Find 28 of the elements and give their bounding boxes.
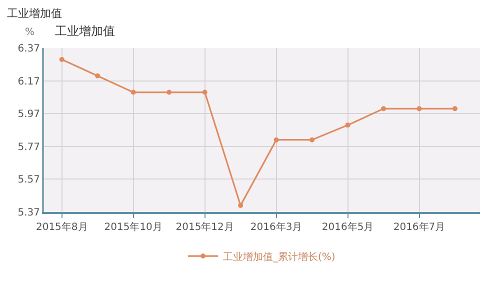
y-tick-label: 5.57 — [18, 174, 40, 186]
y-tick-label: 6.37 — [18, 44, 40, 54]
point — [95, 73, 100, 78]
point — [345, 122, 350, 128]
x-tick-label: 2015年12月 — [176, 221, 234, 233]
y-tick-label: 5.97 — [18, 109, 40, 120]
chart-title: 工业增加值 — [7, 7, 62, 20]
point — [130, 90, 136, 95]
y-tick-label: 5.77 — [18, 142, 40, 153]
point — [310, 137, 315, 142]
y-tick-label: 6.17 — [18, 76, 40, 88]
point — [202, 90, 208, 95]
point — [166, 90, 172, 95]
point — [381, 106, 386, 112]
point — [274, 137, 279, 142]
y-tick-label: 5.37 — [18, 208, 40, 218]
point — [416, 106, 422, 112]
point — [238, 202, 244, 208]
x-tick-label: 2016年3月 — [250, 221, 302, 233]
x-tick-label: 2016年7月 — [393, 221, 446, 233]
point — [59, 56, 64, 62]
legend-label: 工业增加值_累计增长(%) — [223, 250, 336, 263]
x-tick-label: 2016年5月 — [322, 221, 374, 233]
x-tick-label: 2015年8月 — [36, 221, 88, 233]
y-axis-title: % — [25, 27, 35, 38]
point — [452, 106, 458, 112]
chart-subtitle: 工业增加值 — [55, 24, 115, 38]
x-tick-label: 2015年10月 — [104, 221, 162, 233]
